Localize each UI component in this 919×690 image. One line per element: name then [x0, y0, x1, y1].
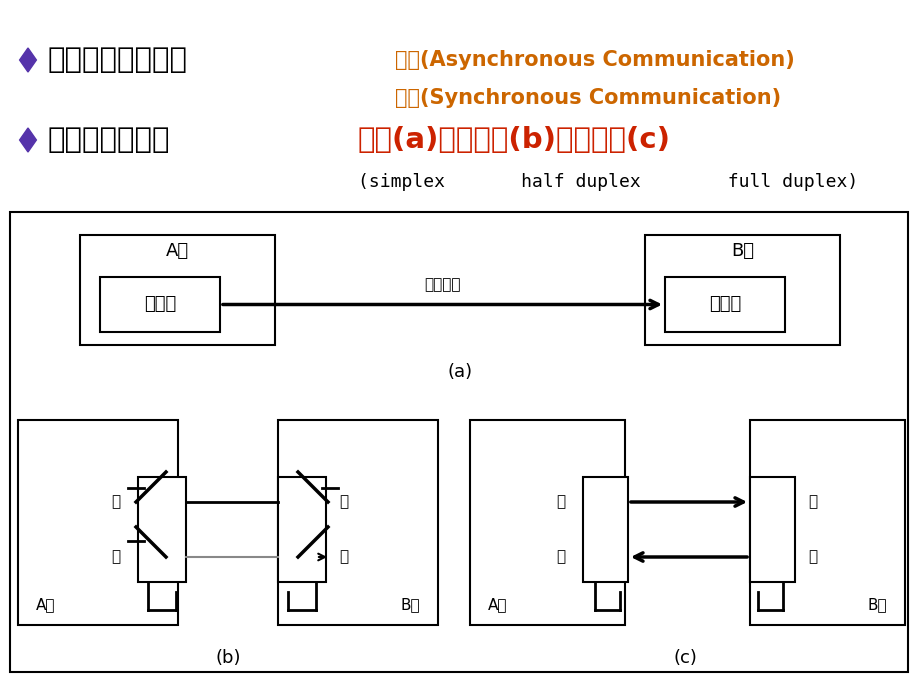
Text: (c): (c) [673, 649, 697, 667]
Bar [278, 420, 437, 625]
Bar [664, 277, 784, 332]
Bar [278, 477, 325, 582]
Text: 发: 发 [808, 549, 817, 564]
Text: (simplex       half duplex        full duplex): (simplex half duplex full duplex) [357, 173, 857, 191]
Text: 收: 收 [339, 549, 348, 564]
Bar [100, 277, 220, 332]
Text: 接收器: 接收器 [709, 295, 741, 313]
Text: A站: A站 [165, 242, 189, 260]
Polygon shape [19, 48, 37, 72]
Text: 发: 发 [111, 495, 120, 509]
Text: 收: 收 [111, 549, 120, 564]
Text: 发送器: 发送器 [143, 295, 176, 313]
Text: 单工通信: 单工通信 [424, 277, 460, 292]
Text: (b): (b) [215, 649, 241, 667]
Bar [583, 477, 628, 582]
Bar [80, 235, 275, 345]
Text: B站: B站 [867, 598, 886, 613]
Text: 异步(Asynchronous Communication): 异步(Asynchronous Communication) [394, 50, 794, 70]
Bar [644, 235, 839, 345]
Text: (a): (a) [447, 363, 472, 381]
Text: 串行通信制式：: 串行通信制式： [48, 126, 170, 154]
Text: 收: 收 [556, 549, 565, 564]
Text: A站: A站 [36, 598, 56, 613]
Bar [18, 420, 177, 625]
Text: A站: A站 [488, 598, 507, 613]
Text: 收: 收 [808, 495, 817, 509]
Bar [749, 477, 794, 582]
Polygon shape [19, 128, 37, 152]
Text: 发: 发 [556, 495, 565, 509]
Text: B站: B站 [400, 598, 419, 613]
Bar [138, 477, 186, 582]
Bar [470, 420, 624, 625]
Text: 串行通信的分类：: 串行通信的分类： [48, 46, 187, 74]
Bar [10, 212, 907, 672]
Text: 发: 发 [339, 495, 348, 509]
Text: B站: B站 [731, 242, 754, 260]
Text: 单工(a)、半双工(b)和全双工(c): 单工(a)、半双工(b)和全双工(c) [357, 126, 670, 154]
Bar [749, 420, 904, 625]
Text: 同步(Synchronous Communication): 同步(Synchronous Communication) [394, 88, 780, 108]
